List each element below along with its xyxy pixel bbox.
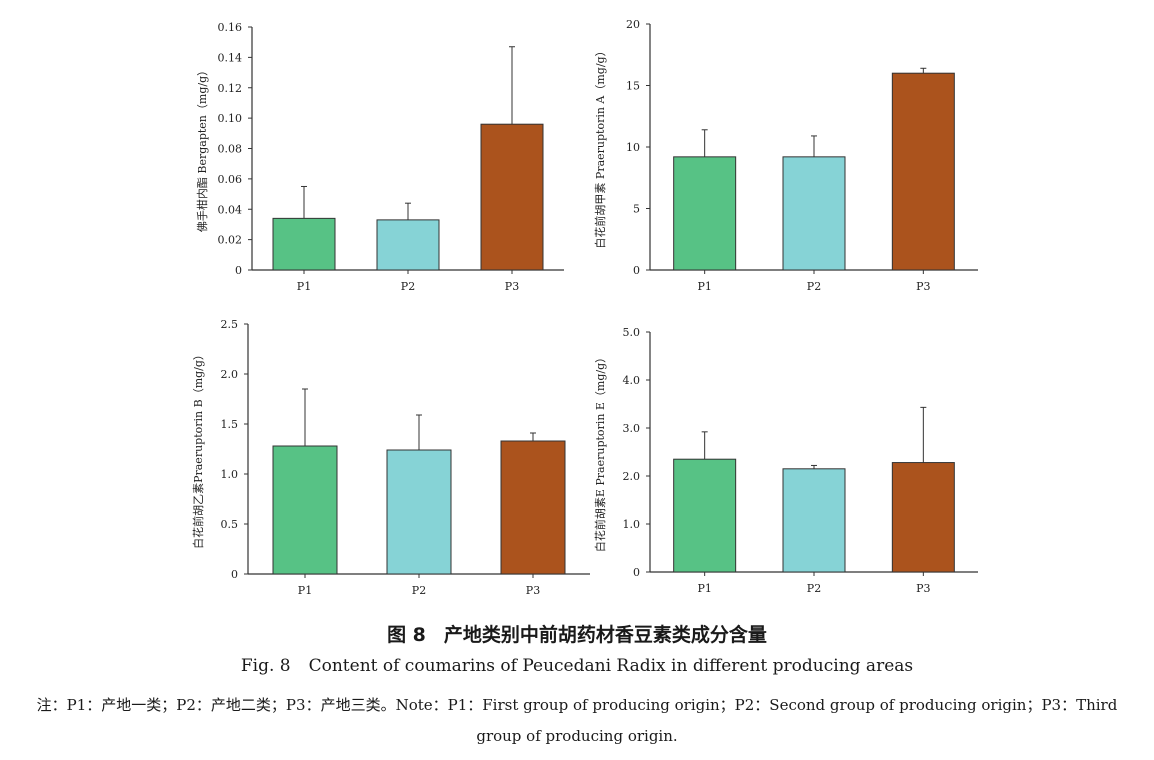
bar-p1 bbox=[272, 445, 338, 575]
y-tick-label: 5 bbox=[633, 203, 640, 216]
y-tick-label: 0.5 bbox=[221, 518, 239, 531]
y-tick-label: 0.14 bbox=[218, 51, 243, 64]
chart-praeruptorin-a-svg: 0 5 10 15 20 白花前胡甲素 Praeruptorin A（mg/g） P1 P2 P… bbox=[593, 18, 978, 293]
y-tick-label: 0.06 bbox=[218, 173, 243, 186]
x-tick-label-p3: P3 bbox=[505, 280, 519, 293]
bar-p1 bbox=[673, 458, 737, 573]
y-tick-label: 0 bbox=[231, 568, 238, 581]
y-tick-label: 2.5 bbox=[221, 318, 239, 331]
y-tick-label: 3.0 bbox=[623, 422, 641, 435]
y-tick-label: 0.02 bbox=[218, 234, 243, 247]
figure-note: 注：P1：产地一类；P2：产地二类；P3：产地三类。Note：P1：First … bbox=[36, 696, 1118, 745]
chart-bergapten: 0 0.02 0.04 0.06 0.08 0.10 0.12 0.14 0.16 佛手柑内酯 B… bbox=[190, 14, 575, 300]
x-tick-label-p2: P2 bbox=[412, 584, 426, 597]
x-tick-label-p3: P3 bbox=[526, 584, 540, 597]
bar-p1 bbox=[673, 156, 737, 271]
bar-p2 bbox=[782, 156, 846, 271]
bar-p2 bbox=[386, 449, 452, 575]
y-tick-label: 2.0 bbox=[623, 470, 641, 483]
bar-p3 bbox=[480, 123, 544, 271]
y-tick-label: 0.08 bbox=[218, 143, 243, 156]
x-tick-label-p2: P2 bbox=[807, 582, 821, 595]
x-tick-label-p3: P3 bbox=[916, 582, 930, 595]
y-tick-label: 2.0 bbox=[221, 368, 239, 381]
y-tick-label: 5.0 bbox=[623, 326, 641, 339]
y-axis-label: 白花前胡乙素Praeruptorin B（mg/g） bbox=[191, 349, 205, 549]
y-tick-label: 1.5 bbox=[221, 418, 239, 431]
y-axis-label: 佛手柑内酯 Bergapten（mg/g） bbox=[195, 65, 209, 232]
chart-praeruptorin-e-svg: 0 1.0 2.0 3.0 4.0 5.0 白花前胡素E Praeruptorin E（mg… bbox=[593, 326, 978, 595]
y-tick-label: 15 bbox=[626, 80, 640, 93]
y-axis-label: 白花前胡甲素 Praeruptorin A（mg/g） bbox=[593, 45, 607, 248]
chart-praeruptorin-b: 0 0.5 1.0 1.5 2.0 2.5 白花前胡乙素Praeruptorin B（mg/… bbox=[190, 312, 600, 602]
y-tick-label: 1.0 bbox=[221, 468, 239, 481]
bar-p1 bbox=[272, 217, 336, 271]
y-tick-label: 0 bbox=[633, 566, 640, 579]
figure-number-cn: 图 8 bbox=[387, 624, 426, 646]
figure-title-en: Content of coumarins of Peucedani Radix … bbox=[308, 656, 914, 676]
y-tick-label: 20 bbox=[626, 18, 640, 31]
chart-praeruptorin-b-svg: 0 0.5 1.0 1.5 2.0 2.5 白花前胡乙素Praeruptorin B（mg/… bbox=[191, 318, 590, 597]
y-tick-label: 10 bbox=[626, 141, 640, 154]
bar-p3 bbox=[891, 462, 955, 573]
bar-p2 bbox=[376, 219, 440, 271]
y-tick-label: 0.12 bbox=[218, 82, 243, 95]
y-tick-label: 0.04 bbox=[218, 203, 243, 216]
x-tick-label-p2: P2 bbox=[401, 280, 415, 293]
y-tick-label: 0.16 bbox=[218, 21, 243, 34]
x-tick-label-p1: P1 bbox=[298, 584, 312, 597]
x-tick-label-p2: P2 bbox=[807, 280, 821, 293]
chart-bergapten-svg: 0 0.02 0.04 0.06 0.08 0.10 0.12 0.14 0.16 佛手柑内酯 B… bbox=[195, 21, 564, 293]
bar-p3 bbox=[891, 72, 955, 271]
y-tick-label: 4.0 bbox=[623, 374, 641, 387]
figure-caption-en: Fig. 8 Content of coumarins of Peucedani … bbox=[0, 656, 1154, 676]
bar-p3 bbox=[500, 440, 566, 575]
figure-caption-cn: 图 8 产地类别中前胡药材香豆素类成分含量 bbox=[0, 620, 1154, 647]
y-tick-label: 0.10 bbox=[218, 112, 243, 125]
chart-praeruptorin-a: 0 5 10 15 20 白花前胡甲素 Praeruptorin A（mg/g） P1 P2 P… bbox=[590, 14, 990, 300]
x-tick-label-p3: P3 bbox=[916, 280, 930, 293]
figure-title-cn: 产地类别中前胡药材香豆素类成分含量 bbox=[443, 624, 767, 646]
x-tick-label-p1: P1 bbox=[697, 582, 711, 595]
x-tick-label-p1: P1 bbox=[297, 280, 311, 293]
bar-p2 bbox=[782, 468, 846, 573]
y-tick-label: 0 bbox=[633, 264, 640, 277]
y-tick-label: 1.0 bbox=[623, 518, 641, 531]
figure-number-en: Fig. 8 bbox=[240, 656, 291, 676]
y-tick-label: 0 bbox=[235, 264, 242, 277]
x-tick-label-p1: P1 bbox=[697, 280, 711, 293]
y-axis-label: 白花前胡素E Praeruptorin E（mg/g） bbox=[593, 352, 607, 552]
chart-praeruptorin-e: 0 1.0 2.0 3.0 4.0 5.0 白花前胡素E Praeruptorin E（mg… bbox=[590, 320, 990, 602]
